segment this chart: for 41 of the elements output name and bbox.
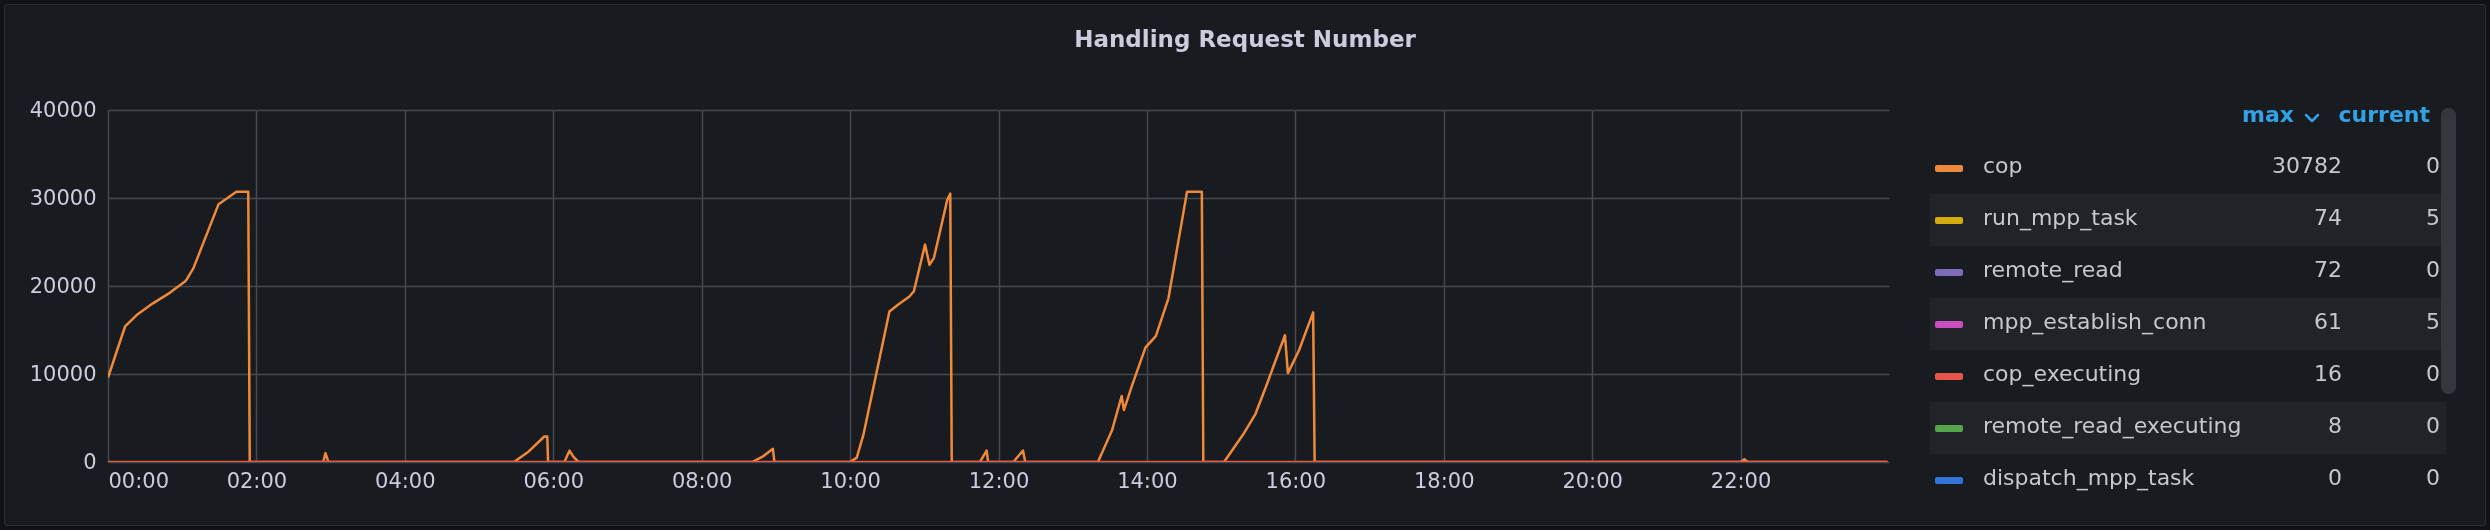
text: 0: [2426, 465, 2440, 490]
text: 16: [2314, 361, 2342, 386]
text: 0: [2426, 413, 2440, 438]
legend-label: mpp_establish_conn: [1983, 309, 2207, 334]
text: 74: [2314, 205, 2342, 230]
x-tick-label: 08:00: [671, 468, 733, 493]
text: 5: [2426, 205, 2440, 230]
y-tick-label: 10000: [29, 361, 97, 386]
text: 0: [2426, 153, 2440, 178]
text: current: [2338, 102, 2430, 127]
x-tick-label: 04:00: [375, 468, 436, 493]
y-tick-label: 40000: [29, 97, 97, 122]
text: 8: [2328, 413, 2342, 438]
text: max: [2242, 102, 2294, 127]
legend-label: remote_read_executing: [1983, 413, 2242, 438]
x-tick-label: 18:00: [1413, 468, 1475, 493]
x-tick-label: 10:00: [820, 468, 881, 493]
y-tick-label: 0: [83, 449, 97, 474]
legend-label: dispatch_mpp_task: [1983, 465, 2195, 490]
x-tick-label: 06:00: [523, 468, 585, 493]
x-tick-label: 14:00: [1117, 468, 1178, 493]
chart-title: Handling Request Number: [1073, 26, 1417, 52]
text: 0: [2328, 465, 2342, 490]
text: 30782: [2272, 153, 2342, 178]
x-tick-label: 22:00: [1710, 468, 1772, 493]
legend-label: cop_executing: [1983, 361, 2142, 386]
x-tick-label: 20:00: [1562, 468, 1623, 493]
x-tick-label: 16:00: [1265, 468, 1327, 493]
legend-label: remote_read: [1983, 257, 2123, 282]
legend-label: cop: [1983, 153, 2023, 178]
x-tick-label: 12:00: [968, 468, 1030, 493]
text: 0: [2426, 257, 2440, 282]
text: 5: [2426, 309, 2440, 334]
text: 0: [2426, 361, 2440, 386]
x-tick-label: 02:00: [226, 468, 288, 493]
text: 72: [2314, 257, 2342, 282]
text: 61: [2314, 309, 2342, 334]
y-tick-label: 20000: [29, 273, 97, 298]
x-tick-label: 00:00: [108, 468, 170, 493]
legend-label: run_mpp_task: [1983, 205, 2138, 230]
y-tick-label: 30000: [29, 185, 97, 210]
